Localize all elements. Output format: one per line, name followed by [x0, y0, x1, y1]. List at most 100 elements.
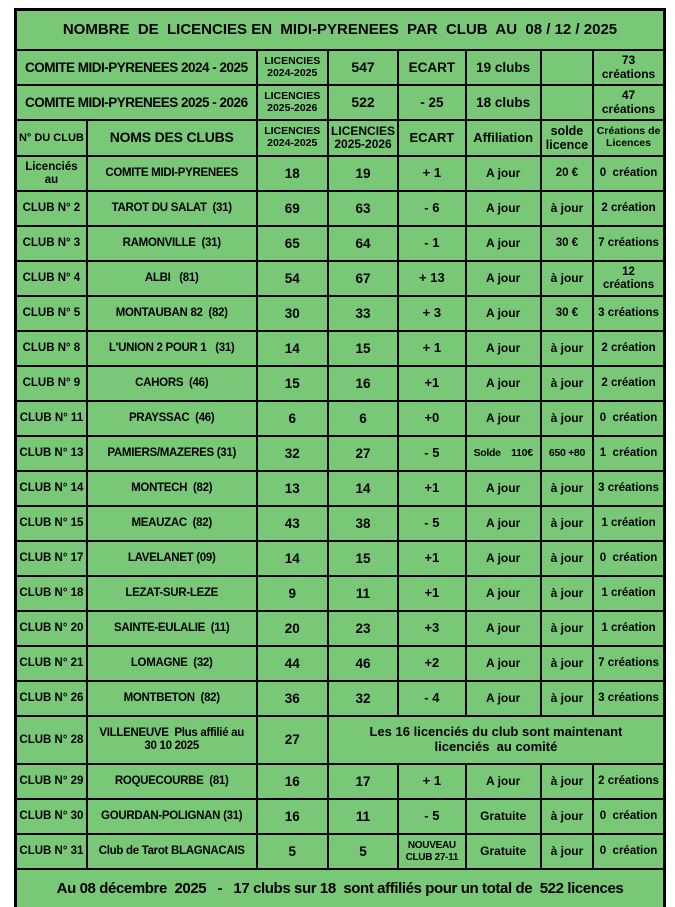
header-club-number: N° DU CLUB [14, 119, 88, 157]
club-name-cell: ALBI (81) [85, 260, 258, 297]
comite-2024-lic-label: LICENCIES 2024-2025 [255, 49, 329, 86]
solde-cell: à jour [539, 798, 595, 835]
licencies-2024-cell: 14 [255, 540, 329, 577]
comite-2025-creations: 47 créations [592, 84, 666, 121]
solde-cell: à jour [539, 260, 595, 297]
table-row: CLUB N° 20 SAINTE-EULALIE (11) 20 23 +3 A jou… [14, 610, 666, 647]
licencies-2024-cell: 69 [255, 190, 329, 227]
ecart-cell: - 4 [397, 680, 467, 717]
club-number-cell: CLUB N° 18 [14, 575, 88, 612]
ecart-cell: - 5 [397, 505, 467, 542]
licencies-2024-cell: 30 [255, 295, 329, 332]
ecart-cell: - 5 [397, 435, 467, 472]
club-number-cell: CLUB N° 20 [14, 610, 88, 647]
affiliation-cell: Gratuite [464, 798, 542, 835]
solde-cell: à jour [539, 470, 595, 507]
table-row: CLUB N° 9 CAHORS (46) 15 16 +1 A jour à jour 2 … [14, 365, 666, 402]
licencies-2024-cell: 32 [255, 435, 329, 472]
club-name-cell: VILLENEUVE Plus affilié au 30 10 2025 [85, 715, 258, 765]
creations-cell: 0 création [592, 155, 666, 192]
solde-cell: à jour [539, 400, 595, 437]
comite-2024-ecart-label: ECART [397, 49, 467, 86]
licencies-2025-cell: 15 [326, 540, 400, 577]
solde-cell: à jour [539, 680, 595, 717]
table-row: CLUB N° 18 LEZAT-SUR-LEZE 9 11 +1 A jour à jou… [14, 575, 666, 612]
merged-note-cell: Les 16 licenciés du club sont maintenant… [326, 715, 666, 765]
affiliation-cell: A jour [464, 763, 542, 800]
creations-cell: 1 création [592, 575, 666, 612]
comite-2024-total: 547 [326, 49, 400, 86]
creations-cell: 1 création [592, 610, 666, 647]
affiliation-cell: Gratuite [464, 833, 542, 870]
header-licencies-2025: LICENCIES 2025-2026 [326, 119, 400, 157]
club-number-cell: CLUB N° 29 [14, 763, 88, 800]
comite-2025-total: 522 [326, 84, 400, 121]
club-name-cell: COMITE MIDI-PYRENEES [85, 155, 258, 192]
affiliation-cell: Solde 110€ [464, 435, 542, 472]
club-name-cell: MONTBETON (82) [85, 680, 258, 717]
club-name-cell: SAINTE-EULALIE (11) [85, 610, 258, 647]
ecart-cell: + 1 [397, 155, 467, 192]
creations-cell: 1 création [592, 435, 666, 472]
solde-cell: à jour [539, 190, 595, 227]
licencies-2024-cell: 36 [255, 680, 329, 717]
licencies-2024-cell: 14 [255, 330, 329, 367]
club-number-cell: CLUB N° 3 [14, 225, 88, 262]
affiliation-cell: A jour [464, 190, 542, 227]
creations-cell: 7 créations [592, 225, 666, 262]
creations-cell: 2 création [592, 330, 666, 367]
club-number-cell: CLUB N° 13 [14, 435, 88, 472]
club-number-cell: CLUB N° 2 [14, 190, 88, 227]
solde-cell: à jour [539, 763, 595, 800]
licencies-2024-cell: 13 [255, 470, 329, 507]
ecart-cell: +0 [397, 400, 467, 437]
creations-cell: 0 création [592, 798, 666, 835]
club-number-cell: CLUB N° 28 [14, 715, 88, 765]
column-header-row: N° DU CLUB NOMS DES CLUBS LICENCIES 2024… [14, 119, 666, 157]
creations-cell: 0 création [592, 540, 666, 577]
comite-2024-clubs-count: 19 clubs [464, 49, 542, 86]
club-name-cell: LEZAT-SUR-LEZE [85, 575, 258, 612]
table-row: CLUB N° 30 GOURDAN-POLIGNAN (31) 16 11- 5 Gr… [14, 798, 666, 835]
creations-cell: 2 création [592, 365, 666, 402]
licencies-2024-cell: 20 [255, 610, 329, 647]
comite-2024-solde-empty [539, 49, 595, 86]
licencies-2025-cell: 11 [326, 575, 400, 612]
ecart-cell: + 13 [397, 260, 467, 297]
ecart-cell: +3 [397, 610, 467, 647]
ecart-cell: NOUVEAU CLUB 27-11 [397, 833, 467, 870]
club-name-cell: MONTAUBAN 82 (82) [85, 295, 258, 332]
creations-cell: 3 créations [592, 470, 666, 507]
solde-cell: à jour [539, 645, 595, 682]
comite-2025-solde-empty [539, 84, 595, 121]
affiliation-cell: A jour [464, 610, 542, 647]
comite-2025-ecart-value: - 25 [397, 84, 467, 121]
club-number-cell: CLUB N° 21 [14, 645, 88, 682]
affiliation-cell: A jour [464, 505, 542, 542]
club-name-cell: Club de Tarot BLAGNACAIS [85, 833, 258, 870]
creations-cell: 0 création [592, 400, 666, 437]
creations-cell: 2 créations [592, 763, 666, 800]
solde-cell: à jour [539, 575, 595, 612]
licencies-2024-cell: 43 [255, 505, 329, 542]
affiliation-cell: A jour [464, 645, 542, 682]
header-ecart: ECART [397, 119, 467, 157]
licencies-2025-cell: 64 [326, 225, 400, 262]
ecart-cell: +1 [397, 365, 467, 402]
club-number-cell: CLUB N° 8 [14, 330, 88, 367]
creations-cell: 7 créations [592, 645, 666, 682]
licencies-2025-cell: 38 [326, 505, 400, 542]
club-number-cell: CLUB N° 4 [14, 260, 88, 297]
licencies-2025-cell: 17 [326, 763, 400, 800]
table-row: CLUB N° 31 Club de Tarot BLAGNACAIS 5 5 NOUV… [14, 833, 666, 870]
comite-2025-lic-label: LICENCIES 2025-2026 [255, 84, 329, 121]
licencies-2024-cell: 18 [255, 155, 329, 192]
club-name-cell: RAMONVILLE (31) [85, 225, 258, 262]
club-name-cell: PAMIERS/MAZERES (31) [85, 435, 258, 472]
licencies-2025-cell: 16 [326, 365, 400, 402]
